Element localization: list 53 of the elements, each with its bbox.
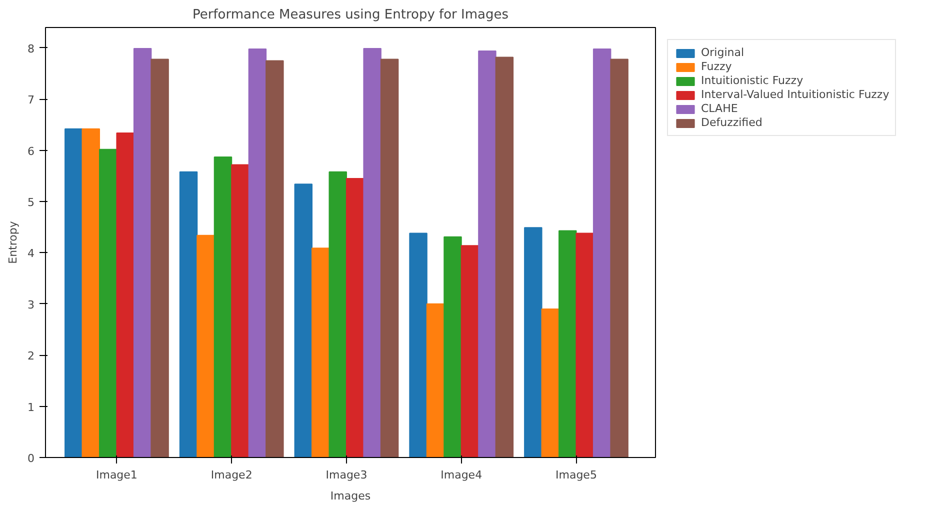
y-tick-label: 0 [28,452,34,465]
y-tick-label: 3 [28,298,34,312]
bar [610,58,628,458]
bar [214,156,232,458]
x-tick-label: Image1 [96,468,138,482]
y-tick-label: 5 [28,196,34,210]
y-tick-label: 7 [28,94,34,107]
y-tick-label: 4 [28,247,34,260]
bar [98,148,118,458]
y-tick-label: 2 [28,350,34,363]
bar [64,128,83,458]
bar [460,245,480,458]
chart-title: Performance Measures using Entropy for Images [192,8,509,22]
bar [133,48,152,458]
bar [380,58,399,458]
legend-label: Original [701,46,744,59]
bar [150,58,169,458]
y-tick-label: 1 [28,400,34,414]
x-tick-label: Image2 [210,468,252,482]
bar [495,56,514,458]
bar [346,178,364,458]
legend-label: Defuzzified [701,116,762,129]
bar [444,236,462,458]
bar [478,50,496,458]
bar [426,303,445,458]
x-tick-label: Image3 [326,468,368,482]
x-axis-title: Images [330,490,371,502]
x-tick-label: Image5 [556,468,597,482]
y-tick-label: 6 [28,144,34,158]
bar [363,48,382,458]
bar [328,171,347,458]
y-axis-title: Entropy [6,220,20,264]
bar [524,227,542,458]
bar [576,232,594,458]
bar [294,184,313,458]
bar [592,48,612,458]
bar [179,171,198,458]
x-tick-label: Image4 [440,468,482,482]
legend-label: Fuzzy [701,60,732,73]
bar [82,128,100,458]
legend-label: Intuitionistic Fuzzy [701,74,804,87]
bar [558,230,577,458]
bar [541,308,560,458]
bar [312,248,330,458]
bar [248,48,267,458]
legend-label: Interval-Valued Intuitionistic Fuzzy [701,88,890,101]
bar [266,60,284,458]
bar [116,132,134,458]
bar [231,164,250,458]
bar [196,234,215,458]
legend-label: CLAHE [701,102,738,115]
bar [409,232,428,458]
y-tick-label: 8 [28,42,34,56]
